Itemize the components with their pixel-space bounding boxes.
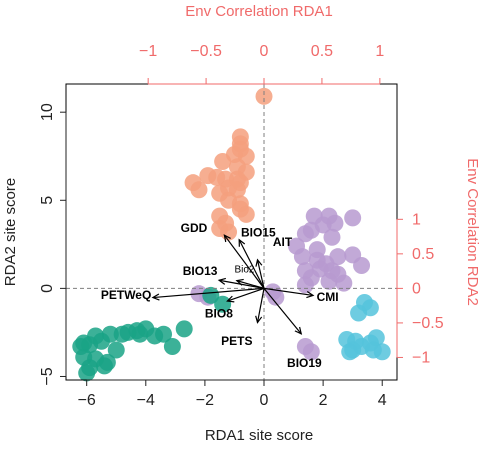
right-tick-label: 1 — [412, 211, 421, 228]
x-axis: −6 −4 −2 0 2 4 — [78, 379, 387, 409]
x-tick-label: −4 — [137, 392, 155, 409]
env-arrow — [152, 287, 265, 299]
site-point — [190, 181, 208, 199]
env-arrow-head — [255, 315, 263, 324]
env-arrow-label: PETS — [221, 334, 252, 348]
top-tick-label: 1 — [375, 43, 384, 60]
right-axis-label: Env Correlation RDA2 — [464, 158, 481, 306]
site-point — [78, 364, 96, 382]
site-point — [146, 327, 164, 345]
x-tick-label: −2 — [196, 392, 214, 409]
top-tick-label: 0.5 — [311, 43, 333, 60]
top-tick-label: 0 — [260, 43, 269, 60]
site-point — [335, 274, 353, 292]
site-point — [353, 256, 371, 274]
x-axis-label: RDA1 site score — [205, 427, 313, 444]
site-point — [296, 225, 314, 243]
site-point — [163, 338, 181, 356]
site-point — [350, 304, 368, 322]
top-tick-label: −1 — [139, 43, 157, 60]
y-tick-label: 10 — [39, 103, 56, 121]
site-point — [107, 341, 125, 359]
site-point — [237, 205, 255, 223]
right-tick-label: −1 — [412, 349, 430, 366]
env-arrow-label: PETWeQ — [101, 288, 151, 302]
site-point — [344, 209, 362, 227]
env-arrow-label: BIO8 — [205, 306, 233, 320]
env-arrow-head — [223, 234, 231, 243]
site-point — [131, 325, 149, 343]
env-arrow — [218, 279, 265, 289]
env-arrow — [256, 259, 265, 289]
y-tick-label: 5 — [39, 196, 56, 205]
x-tick-label: −6 — [78, 392, 96, 409]
x-tick-label: 0 — [260, 392, 269, 409]
site-point — [267, 288, 285, 306]
env-arrow-head — [151, 293, 160, 301]
right-tick-label: 0.5 — [412, 246, 434, 263]
env-arrow — [263, 287, 314, 297]
site-point — [302, 343, 320, 361]
site-point — [296, 276, 314, 294]
env-arrow-label: BIO19 — [287, 356, 322, 370]
right-tick-label: 0 — [412, 280, 421, 297]
env-arrow-head — [306, 291, 315, 299]
right-env-axis: 1 0.5 0 −0.5 −1 — [396, 211, 444, 366]
site-point — [113, 325, 131, 343]
env-arrow — [256, 288, 265, 323]
x-tick-label: 2 — [319, 392, 328, 409]
site-point — [214, 295, 232, 313]
y-tick-label: −5 — [39, 367, 56, 385]
site-point — [175, 320, 193, 338]
env-arrow-head — [238, 238, 246, 247]
right-tick-label: −0.5 — [412, 315, 444, 332]
env-arrow-head — [294, 326, 303, 335]
y-axis: −5 0 5 10 — [39, 103, 67, 386]
zero-lines — [66, 84, 397, 380]
top-tick-label: −0.5 — [190, 43, 222, 60]
top-env-axis: −1 −0.5 0 0.5 1 — [139, 43, 384, 85]
site-point — [293, 248, 311, 266]
site-point — [95, 357, 113, 375]
env-arrow-label: GDD — [181, 221, 208, 235]
site-point — [341, 343, 359, 361]
env-arrow-label: BIO15 — [241, 225, 276, 239]
env-arrow-head — [255, 258, 263, 267]
top-axis-label: Env Correlation RDA1 — [185, 3, 333, 20]
site-point — [202, 286, 220, 304]
x-tick-label: 4 — [378, 392, 387, 409]
env-arrow — [227, 287, 265, 302]
site-point — [320, 272, 338, 290]
y-axis-label: RDA2 site score — [2, 178, 19, 286]
env-arrow-head — [217, 277, 226, 285]
env-arrow-label: Bio2 — [234, 265, 254, 276]
env-arrow — [223, 234, 265, 289]
site-point — [323, 228, 341, 246]
site-point — [373, 343, 391, 361]
site-points — [72, 87, 391, 382]
env-arrow-head — [226, 295, 235, 303]
env-arrow-label: BIO13 — [183, 264, 218, 278]
env-arrow — [263, 288, 302, 335]
env-arrow-label: AIT — [273, 235, 293, 249]
site-point — [214, 153, 232, 171]
env-arrow — [238, 239, 265, 289]
env-arrow-label: CMI — [317, 290, 339, 304]
site-point — [255, 87, 273, 105]
y-tick-label: 0 — [39, 284, 56, 293]
